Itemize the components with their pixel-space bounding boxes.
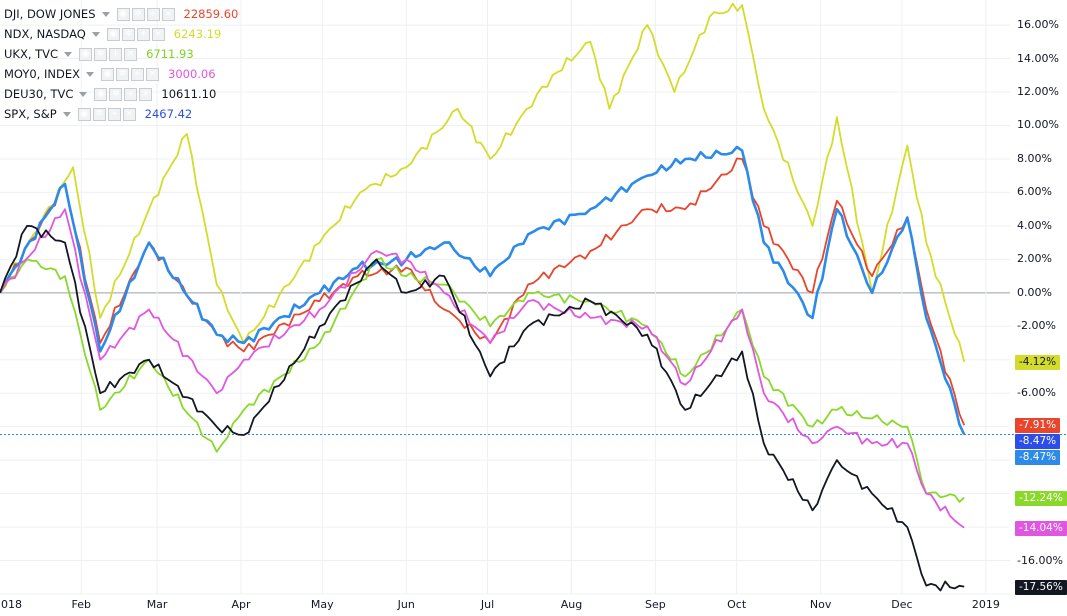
y-tick-label: -6.00% xyxy=(1017,386,1056,400)
y-tick-label: 0.00% xyxy=(1017,285,1052,299)
eye-icon[interactable]: ◉ xyxy=(79,47,93,61)
gear-icon[interactable]: ✲ xyxy=(116,67,129,81)
end-value-tag: -8.47% xyxy=(1015,450,1061,466)
x-tick-label: 2018 xyxy=(0,598,22,611)
legend-item-value: 2467.42 xyxy=(144,107,193,121)
x-tick-label: Jun xyxy=(397,598,415,611)
plus-icon[interactable]: + xyxy=(107,107,121,121)
eye-icon[interactable]: ◉ xyxy=(116,7,130,21)
series-line xyxy=(0,208,965,529)
legend-item-name: NDX, NASDAQ xyxy=(4,27,86,41)
legend-item[interactable]: SPX, S&P ◉ ✲ + × 2467.42 xyxy=(4,104,238,124)
series-line xyxy=(0,145,966,436)
gear-icon[interactable]: ✲ xyxy=(131,7,145,21)
chevron-down-icon[interactable] xyxy=(79,91,88,97)
gear-icon[interactable]: ✲ xyxy=(121,27,135,41)
close-icon[interactable]: × xyxy=(124,47,138,61)
legend-item-value: 6711.93 xyxy=(146,47,194,61)
legend-item[interactable]: NDX, NASDAQ ◉ ✲ + × 6243.19 xyxy=(4,24,238,44)
gear-icon[interactable]: ✲ xyxy=(92,107,106,121)
y-tick-label: 12.00% xyxy=(1017,85,1059,99)
x-tick-label: Aug xyxy=(560,598,583,611)
close-icon[interactable]: × xyxy=(151,27,165,41)
close-icon[interactable]: × xyxy=(122,107,136,121)
legend-item[interactable]: DJI, DOW JONES ◉ ✲ + × 22859.60 xyxy=(4,4,238,24)
end-value-tag: -14.04% xyxy=(1015,520,1067,536)
end-value-tag: -7.91% xyxy=(1015,418,1061,434)
x-tick-label: Oct xyxy=(727,598,747,611)
series-line xyxy=(0,257,965,503)
plus-icon[interactable]: + xyxy=(124,87,138,101)
x-tick-label: Jul xyxy=(480,598,495,611)
x-tick-label: Feb xyxy=(71,598,91,611)
close-icon[interactable]: × xyxy=(139,87,153,101)
eye-icon[interactable]: ◉ xyxy=(94,87,108,101)
gear-icon[interactable]: ✲ xyxy=(94,47,108,61)
series-line xyxy=(0,157,966,426)
plus-icon[interactable]: + xyxy=(136,27,150,41)
eye-icon[interactable]: ◉ xyxy=(106,27,120,41)
x-tick-label: Apr xyxy=(231,598,251,611)
end-value-tag: -8.47% xyxy=(1015,434,1061,450)
legend-item-name: UKX, TVC xyxy=(4,47,59,61)
legend-item[interactable]: UKX, TVC ◉ ✲ + × 6711.93 xyxy=(4,44,238,64)
gear-icon[interactable]: ✲ xyxy=(109,87,123,101)
y-tick-label: -2.00% xyxy=(1017,319,1056,333)
y-tick-label: -16.00% xyxy=(1017,553,1063,567)
plus-icon[interactable]: + xyxy=(146,7,160,21)
chevron-down-icon[interactable] xyxy=(101,11,110,17)
y-tick-label: 10.00% xyxy=(1017,118,1059,132)
legend-item-name: DEU30, TVC xyxy=(4,87,74,101)
x-tick-label: May xyxy=(310,598,334,611)
chevron-down-icon[interactable] xyxy=(86,71,94,77)
x-tick-label: Sep xyxy=(645,598,666,611)
eye-icon[interactable]: ◉ xyxy=(101,67,114,81)
legend-item-value: 22859.60 xyxy=(183,7,239,21)
y-tick-label: 2.00% xyxy=(1017,252,1052,266)
plus-icon[interactable]: + xyxy=(109,47,123,61)
chevron-down-icon[interactable] xyxy=(62,111,71,117)
close-icon[interactable]: × xyxy=(146,67,159,81)
series-line xyxy=(0,2,966,363)
legend: DJI, DOW JONES ◉ ✲ + × 22859.60 NDX, NASDAQ ◉ ✲ +… xyxy=(4,4,238,124)
end-value-tag: -12.24% xyxy=(1015,490,1067,506)
series-lines xyxy=(0,2,966,592)
plus-icon[interactable]: + xyxy=(131,67,144,81)
y-tick-label: 8.00% xyxy=(1017,151,1052,165)
x-tick-label: Mar xyxy=(146,598,168,611)
legend-item-name: MOY0, INDEX xyxy=(4,67,80,81)
y-tick-label: 16.00% xyxy=(1017,18,1059,32)
y-tick-label: 14.00% xyxy=(1017,51,1059,65)
eye-icon[interactable]: ◉ xyxy=(77,107,91,121)
x-tick-label: 2019 xyxy=(971,598,1000,611)
legend-item[interactable]: MOY0, INDEX ◉ ✲ + × 3000.06 xyxy=(4,64,238,84)
legend-item-value: 10611.10 xyxy=(161,87,217,101)
chevron-down-icon[interactable] xyxy=(64,51,73,57)
y-tick-label: 4.00% xyxy=(1017,218,1052,232)
end-value-tag: -4.12% xyxy=(1015,354,1061,370)
x-tick-label: Nov xyxy=(809,598,832,611)
legend-item-name: SPX, S&P xyxy=(4,107,57,121)
y-tick-label: 6.00% xyxy=(1017,185,1052,199)
series-line xyxy=(0,225,965,592)
legend-item[interactable]: DEU30, TVC ◉ ✲ + × 10611.10 xyxy=(4,84,238,104)
x-tick-label: Dec xyxy=(891,598,913,611)
chevron-down-icon[interactable] xyxy=(91,31,100,37)
close-icon[interactable]: × xyxy=(161,7,175,21)
legend-item-value: 3000.06 xyxy=(168,67,216,81)
end-value-tag: -17.56% xyxy=(1015,579,1067,595)
legend-item-name: DJI, DOW JONES xyxy=(4,7,96,21)
legend-item-value: 6243.19 xyxy=(173,27,222,41)
